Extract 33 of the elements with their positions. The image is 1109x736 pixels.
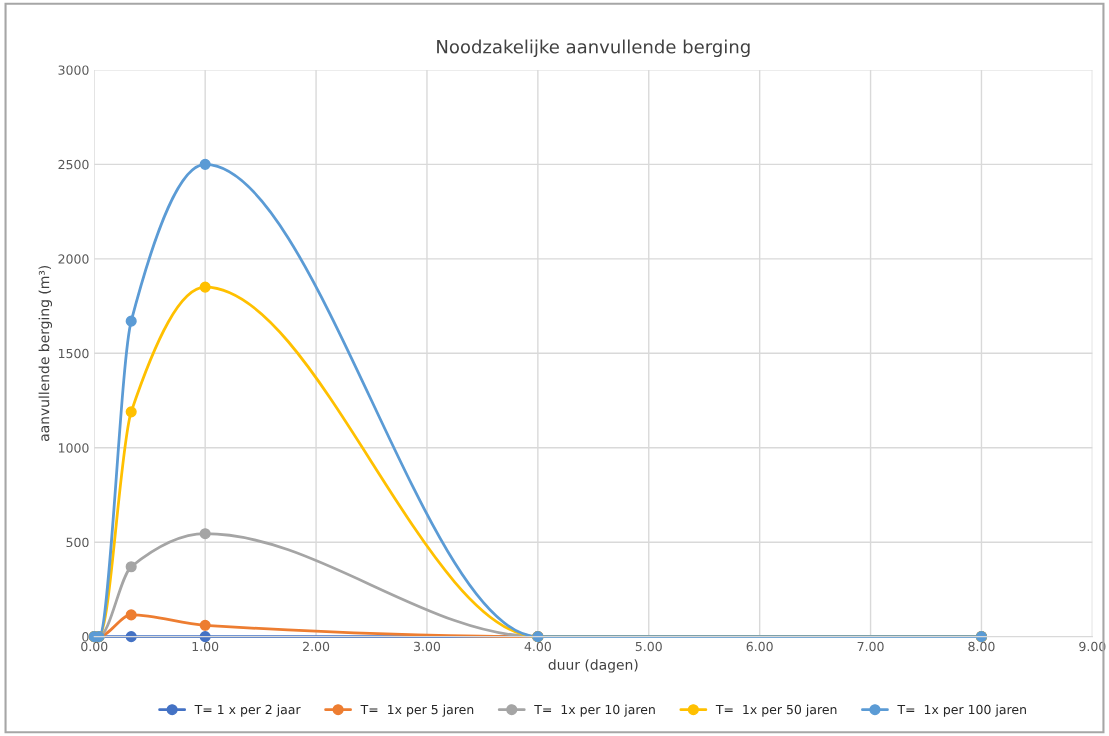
y-tick-label: 2000 <box>58 254 89 264</box>
point <box>199 528 211 540</box>
x-tick-label: 6.00 <box>746 641 773 652</box>
y-axis-title: aanvullende berging (m³) <box>38 265 53 442</box>
point <box>199 158 211 170</box>
x-tick-label: 2.00 <box>303 641 330 652</box>
y-tick-label: 1000 <box>58 443 89 453</box>
chart-title: Noodzakelijke aanvullende berging <box>437 39 750 58</box>
point <box>125 315 137 327</box>
legend-label: T= 1x per 10 jaren <box>534 704 655 717</box>
x-tick-label: 9.00 <box>1079 641 1106 652</box>
y-tick-label: 500 <box>66 537 89 548</box>
point <box>125 406 137 418</box>
point <box>125 609 137 621</box>
x-tick-label: 3.00 <box>414 641 441 652</box>
legend-label: T= 1x per 100 jaren <box>897 704 1026 717</box>
point <box>199 619 211 631</box>
y-tick-label: 3000 <box>58 65 89 75</box>
x-tick-label: 8.00 <box>968 641 995 652</box>
y-tick-label: 1500 <box>58 348 89 359</box>
legend-label: T= 1 x per 2 jaar <box>194 704 301 717</box>
legend-label: T= 1x per 5 jaren <box>360 704 474 717</box>
legend-label: T= 1x per 50 jaren <box>715 704 837 717</box>
y-tick-label: 0 <box>82 632 89 642</box>
x-axis-title: duur (dagen) <box>548 659 638 673</box>
point <box>199 281 211 293</box>
point <box>125 561 137 573</box>
x-tick-label: 1.00 <box>192 641 219 652</box>
x-tick-label: 7.00 <box>857 641 884 652</box>
x-tick-label: 0.00 <box>81 641 108 652</box>
x-tick-label: 4.00 <box>524 641 551 652</box>
x-tick-label: 5.00 <box>635 641 662 652</box>
y-tick-label: 2500 <box>58 159 89 170</box>
